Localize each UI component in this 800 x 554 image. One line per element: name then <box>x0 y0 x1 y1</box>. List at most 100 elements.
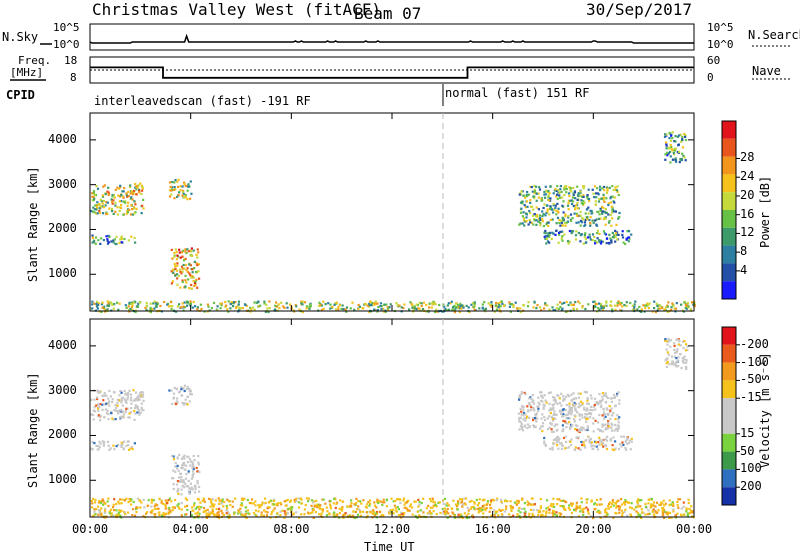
scatter-point <box>101 306 104 309</box>
scatter-point <box>140 408 143 411</box>
scatter-point <box>97 414 101 417</box>
scatter-point <box>666 310 669 313</box>
scatter-point <box>587 512 590 515</box>
scatter-point <box>544 237 547 240</box>
scatter-point <box>545 401 548 404</box>
scatter-point <box>96 307 99 310</box>
scatter-point <box>529 409 532 412</box>
power-colorbar <box>721 120 740 300</box>
scatter-point <box>547 506 550 509</box>
scatter-point <box>523 204 526 207</box>
scatter-point <box>620 514 624 517</box>
scatter-point <box>520 427 524 430</box>
scatter-point <box>94 513 97 516</box>
scatter-point <box>98 446 101 449</box>
scatter-point <box>541 220 544 223</box>
scatter-point <box>100 507 103 510</box>
scatter-point <box>347 515 350 518</box>
scatter-point <box>535 307 538 310</box>
scatter-point <box>277 303 280 306</box>
scatter-point <box>374 302 377 305</box>
scatter-point <box>176 397 179 400</box>
scatter-point <box>133 200 136 203</box>
scatter-point <box>519 307 522 310</box>
nave-label: Nave <box>752 64 781 78</box>
scatter-point <box>134 391 138 394</box>
scatter-point <box>505 505 508 508</box>
y-tick-label: 1000 <box>48 472 77 487</box>
scatter-point <box>303 301 306 304</box>
scatter-point <box>188 400 191 403</box>
scatter-point <box>170 193 173 196</box>
scatter-point <box>627 501 630 504</box>
scatter-point <box>515 502 518 505</box>
scatter-point <box>338 507 341 510</box>
scatter-point <box>126 195 129 198</box>
scatter-point <box>574 397 578 400</box>
scatter-point <box>130 402 133 405</box>
scatter-point <box>136 407 139 410</box>
scatter-point <box>275 301 278 304</box>
scatter-point <box>431 506 434 509</box>
scatter-point <box>453 311 456 314</box>
scatter-point <box>535 223 538 226</box>
scatter-point <box>107 302 110 305</box>
scatter-point <box>111 401 114 404</box>
scatter-point <box>666 511 670 514</box>
scatter-point <box>582 511 585 514</box>
scatter-point <box>678 150 681 153</box>
scatter-point <box>257 304 261 308</box>
scatter-point <box>555 213 558 216</box>
scatter-point <box>618 505 622 508</box>
scatter-point <box>390 497 393 500</box>
scatter-point <box>529 404 532 407</box>
scatter-point <box>431 497 434 500</box>
scatter-point <box>560 196 564 199</box>
scatter-point <box>609 300 613 303</box>
scatter-point <box>247 512 250 515</box>
scatter-point <box>184 477 188 480</box>
scatter-point <box>533 197 536 200</box>
scatter-point <box>92 198 95 202</box>
scatter-point <box>555 189 558 193</box>
scatter-point <box>95 208 98 211</box>
y-tick-label: 2000 <box>48 427 77 442</box>
scatter-point <box>586 218 589 221</box>
scatter-point <box>187 183 190 186</box>
scatter-point <box>537 407 540 410</box>
scatter-point <box>569 440 572 443</box>
scatter-point <box>373 504 377 507</box>
scatter-point <box>574 206 577 209</box>
nsky-panel <box>40 23 790 51</box>
scatter-point <box>100 237 103 240</box>
scatter-point <box>545 223 548 226</box>
scatter-point <box>198 490 201 493</box>
scatter-point <box>189 264 192 267</box>
scatter-point <box>127 309 131 312</box>
scatter-point <box>602 306 605 309</box>
scatter-point <box>370 304 373 307</box>
scatter-point <box>179 306 182 309</box>
scatter-point <box>524 196 527 199</box>
scatter-point <box>186 248 189 251</box>
scatter-point <box>565 221 568 224</box>
scatter-point <box>537 401 540 404</box>
scatter-point <box>522 411 526 414</box>
scatter-point <box>586 399 589 402</box>
scatter-point <box>205 516 208 519</box>
scatter-point <box>90 499 93 502</box>
scatter-point <box>565 440 568 443</box>
scatter-point <box>181 191 185 194</box>
scatter-point <box>383 303 386 306</box>
scatter-point <box>377 501 380 505</box>
scatter-point <box>284 512 287 515</box>
scatter-point <box>543 404 546 407</box>
scatter-point <box>103 394 106 397</box>
scatter-point <box>605 301 608 304</box>
scatter-point <box>557 189 560 192</box>
scatter-point <box>494 304 497 307</box>
scatter-point <box>520 190 523 193</box>
scatter-point <box>130 503 133 506</box>
scatter-point <box>293 500 296 503</box>
scatter-point <box>495 308 498 311</box>
